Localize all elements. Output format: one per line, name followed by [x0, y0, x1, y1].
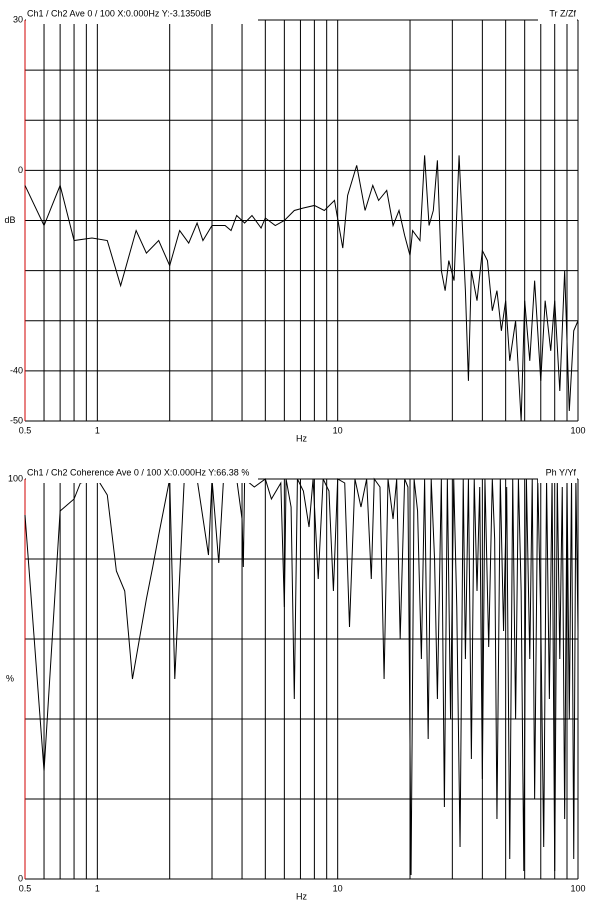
x-tick-label: 1	[95, 883, 100, 893]
y-tick-label: 0	[18, 873, 23, 883]
x-tick-label: 10	[333, 425, 343, 435]
x-tick-label: 0.5	[19, 425, 32, 435]
x-tick-label: 100	[570, 425, 585, 435]
y-tick-label: 0	[18, 165, 23, 175]
y-tick-label: -50	[10, 415, 23, 425]
y-tick-label: 30	[13, 14, 23, 24]
chart-header: Ch1 / Ch2 Ave 0 / 100 X:0.000Hz Y:-3.135…	[27, 8, 211, 18]
x-tick-label: 10	[333, 883, 343, 893]
y-axis-label: dB	[4, 215, 15, 225]
chart-header-right: Tr Z/Zf	[549, 8, 576, 18]
y-tick-label: 100	[8, 473, 23, 483]
x-tick-label: 1	[95, 425, 100, 435]
header-background	[26, 471, 258, 483]
y-axis-label: %	[6, 673, 14, 683]
data-line	[24, 155, 579, 422]
x-axis-label: Hz	[296, 433, 307, 443]
chart-header-right: Ph Y/Yf	[546, 467, 577, 477]
x-tick-label: 100	[570, 883, 585, 893]
data-line	[24, 477, 579, 876]
header-background	[538, 471, 577, 483]
header-background	[538, 12, 577, 24]
x-tick-label: 0.5	[19, 883, 32, 893]
chart-header: Ch1 / Ch2 Coherence Ave 0 / 100 X:0.000H…	[27, 467, 249, 477]
y-tick-label: -40	[10, 365, 23, 375]
x-axis-label: Hz	[296, 891, 307, 901]
header-background	[26, 12, 258, 24]
